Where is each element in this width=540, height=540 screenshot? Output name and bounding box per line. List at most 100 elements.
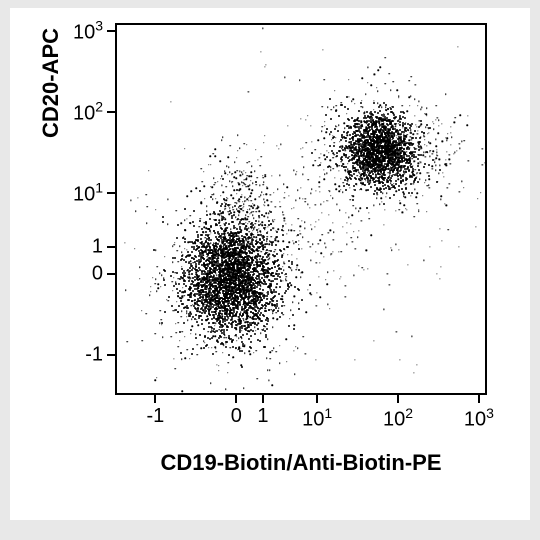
scatter-dot — [191, 251, 193, 253]
scatter-dot — [267, 277, 269, 279]
scatter-dot — [294, 374, 296, 376]
scatter-dot — [177, 292, 179, 294]
scatter-dot — [261, 236, 263, 238]
scatter-dot — [238, 278, 240, 280]
scatter-dot — [213, 291, 215, 293]
scatter-dot — [201, 319, 203, 321]
scatter-dot — [350, 127, 352, 129]
scatter-dot — [198, 305, 200, 307]
scatter-dot — [190, 329, 192, 331]
scatter-dot — [217, 287, 219, 289]
scatter-dot — [260, 232, 262, 234]
scatter-dot — [390, 111, 392, 113]
scatter-dot — [245, 186, 247, 188]
scatter-dot — [234, 242, 236, 244]
scatter-dot — [227, 246, 229, 248]
scatter-dot — [172, 290, 174, 292]
scatter-dot — [211, 347, 213, 349]
scatter-dot — [344, 106, 346, 108]
scatter-dot — [239, 240, 241, 242]
scatter-dot — [242, 240, 244, 242]
scatter-dot — [167, 224, 169, 226]
scatter-dot — [232, 346, 234, 348]
scatter-dot — [355, 135, 357, 137]
scatter-dot — [214, 298, 216, 300]
scatter-dot — [208, 237, 210, 239]
scatter-dot — [235, 177, 237, 179]
scatter-dot — [216, 308, 218, 310]
scatter-dot — [233, 288, 235, 290]
scatter-dot — [190, 223, 192, 225]
scatter-dot — [236, 336, 238, 338]
scatter-dot — [218, 236, 220, 238]
scatter-dot — [224, 262, 226, 264]
scatter-dot — [170, 336, 172, 338]
scatter-dot — [203, 222, 205, 224]
scatter-dot — [210, 164, 212, 166]
scatter-dot — [264, 215, 266, 217]
scatter-dot — [190, 255, 192, 257]
scatter-dot — [174, 309, 176, 311]
scatter-dot — [255, 149, 257, 151]
scatter-dot — [236, 203, 238, 205]
scatter-dot — [420, 120, 422, 122]
scatter-dot — [246, 234, 248, 236]
scatter-dot — [267, 298, 269, 300]
scatter-dot — [238, 316, 240, 318]
scatter-dot — [402, 124, 404, 126]
scatter-dot — [222, 290, 224, 292]
scatter-dot — [285, 276, 287, 278]
scatter-dot — [320, 253, 322, 255]
scatter-dot — [266, 270, 268, 272]
scatter-dot — [259, 296, 261, 298]
scatter-dot — [297, 348, 299, 350]
scatter-dot — [192, 326, 194, 328]
scatter-dot — [268, 286, 270, 288]
scatter-dot — [233, 209, 235, 211]
scatter-dot — [266, 232, 268, 234]
scatter-dot — [193, 257, 195, 259]
scatter-dot — [217, 181, 219, 183]
scatter-dot — [176, 332, 178, 334]
scatter-dot — [219, 291, 221, 293]
scatter-dot — [266, 194, 268, 196]
scatter-dot — [254, 198, 256, 200]
scatter-dot — [188, 273, 190, 275]
scatter-dot — [261, 241, 263, 243]
scatter-dot — [197, 310, 199, 312]
scatter-dot — [231, 272, 233, 274]
scatter-dot — [218, 249, 220, 251]
scatter-dot — [293, 328, 295, 330]
scatter-dot — [291, 263, 293, 265]
scatter-dot — [231, 194, 233, 196]
scatter-dot — [237, 200, 239, 202]
scatter-dot — [245, 240, 247, 242]
scatter-dot — [350, 178, 352, 180]
scatter-dot — [203, 186, 205, 188]
scatter-dot — [275, 291, 277, 293]
scatter-dot — [245, 290, 247, 292]
scatter-dot — [278, 241, 280, 243]
scatter-dot — [288, 260, 290, 262]
scatter-dot — [220, 330, 222, 332]
scatter-dot — [160, 310, 162, 312]
scatter-dot — [243, 143, 245, 145]
scatter-dot — [282, 295, 284, 297]
scatter-dot — [385, 187, 387, 189]
scatter-dot — [227, 256, 229, 258]
scatter-dot — [275, 307, 277, 309]
scatter-dot — [220, 160, 222, 162]
scatter-dot — [250, 175, 252, 177]
scatter-dot — [348, 184, 350, 186]
scatter-dot — [234, 176, 236, 178]
scatter-dot — [243, 260, 245, 262]
scatter-dot — [239, 330, 241, 332]
scatter-dot — [196, 273, 198, 275]
scatter-dot — [266, 323, 268, 325]
scatter-dot — [400, 180, 402, 182]
scatter-dot — [259, 259, 261, 261]
scatter-dot — [215, 302, 217, 304]
scatter-dot — [236, 157, 238, 159]
scatter-dot — [240, 322, 242, 324]
scatter-dot — [289, 318, 291, 320]
